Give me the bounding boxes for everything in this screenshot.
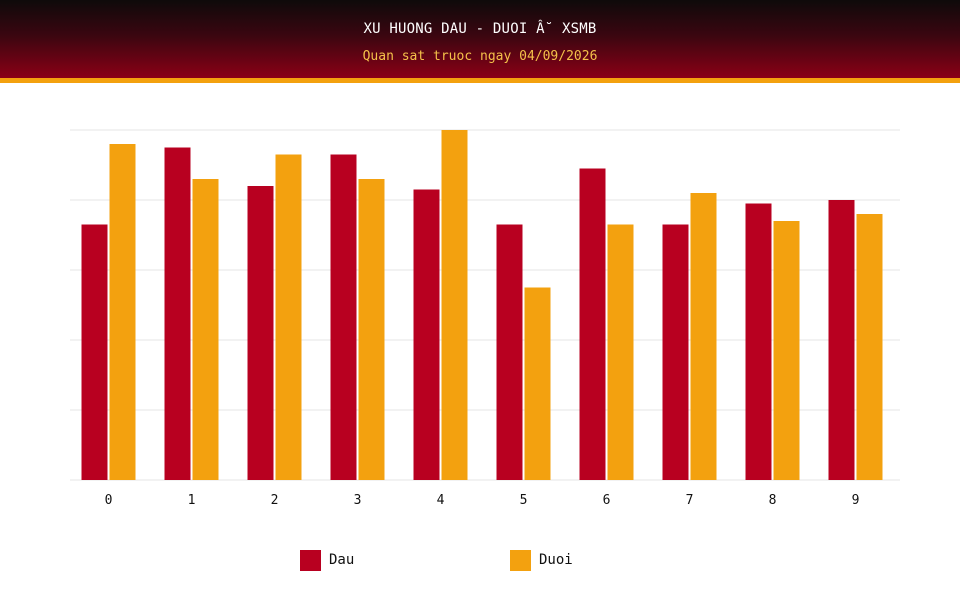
header-accent-stripe: [0, 78, 960, 83]
bar-duoi-0[interactable]: [109, 144, 136, 480]
legend-item-dau[interactable]: Dau: [300, 549, 354, 571]
bar-duoi-1[interactable]: [192, 179, 219, 480]
legend-swatch-dau: [300, 549, 321, 571]
bar-dau-4[interactable]: [413, 189, 440, 481]
bar-duoi-6[interactable]: [607, 224, 634, 481]
x-tick-label: 1: [188, 493, 196, 508]
bar-dau-5[interactable]: [496, 224, 523, 481]
bar-duoi-5[interactable]: [524, 287, 551, 481]
legend-label-dau: Dau: [329, 552, 355, 568]
bar-duoi-9[interactable]: [856, 214, 883, 480]
bar-dau-1[interactable]: [164, 147, 191, 481]
x-tick-label: 5: [520, 493, 528, 508]
bar-dau-9[interactable]: [828, 200, 855, 480]
bar-duoi-7[interactable]: [690, 193, 717, 480]
bar-dau-7[interactable]: [662, 224, 689, 481]
bar-duoi-4[interactable]: [441, 130, 468, 480]
bar-dau-2[interactable]: [247, 186, 274, 480]
x-tick-label: 3: [354, 493, 362, 508]
x-tick-label: 0: [105, 493, 113, 508]
bar-duoi-3[interactable]: [358, 179, 385, 480]
legend: Dau Duoi: [0, 549, 960, 573]
legend-swatch-duoi: [510, 549, 531, 571]
bar-dau-0[interactable]: [81, 224, 108, 481]
bars: [81, 130, 883, 481]
chart-subtitle: Quan sat truoc ngay 04/09/2026: [362, 49, 598, 64]
legend-label-duoi: Duoi: [539, 552, 573, 568]
x-tick-label: 2: [271, 493, 279, 508]
x-tick-label: 9: [852, 493, 860, 508]
x-tick-label: 8: [769, 493, 777, 508]
bar-duoi-8[interactable]: [773, 221, 800, 480]
bar-dau-8[interactable]: [745, 203, 772, 481]
legend-item-duoi[interactable]: Duoi: [510, 549, 573, 571]
bar-dau-6[interactable]: [579, 168, 606, 481]
bar-dau-3[interactable]: [330, 154, 357, 481]
bar-duoi-2[interactable]: [275, 154, 302, 481]
x-tick-labels: 0 1 2 3 4 5 6 7 8 9: [105, 493, 860, 508]
x-tick-label: 7: [686, 493, 694, 508]
x-tick-label: 4: [437, 493, 445, 508]
x-tick-label: 6: [603, 493, 611, 508]
chart-header: XU HUONG DAU - DUOI Â˘ XSMB Quan sat tru…: [0, 0, 960, 78]
chart-title: XU HUONG DAU - DUOI Â˘ XSMB: [363, 21, 597, 37]
